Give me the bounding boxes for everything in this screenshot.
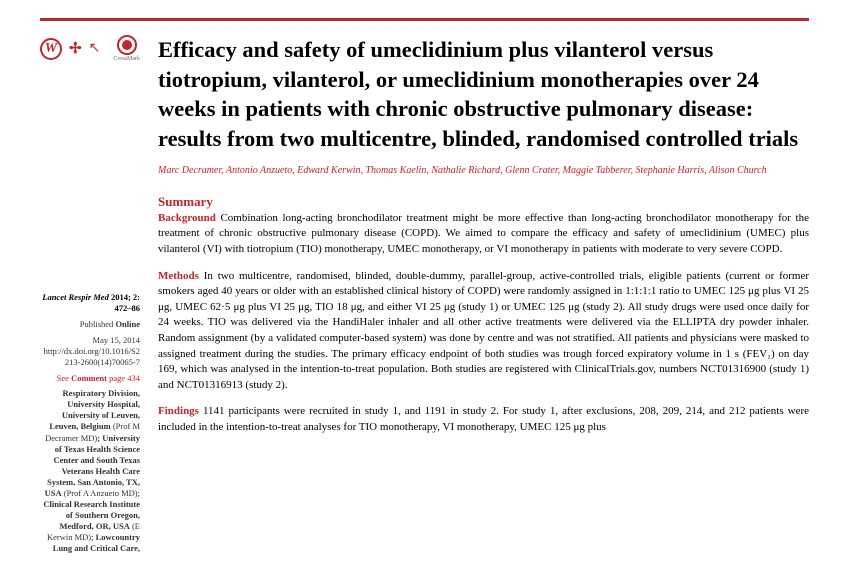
background-text: Combination long-acting bronchodilator t… xyxy=(158,212,809,255)
comment-page: page 434 xyxy=(107,373,140,383)
doi-link[interactable]: http://dx.doi.org/10.1016/S2213-2600(14)… xyxy=(40,346,140,368)
abstract-background: Background Combination long-acting bronc… xyxy=(158,211,809,258)
methods-text: In two multicentre, randomised, blinded,… xyxy=(158,270,809,391)
arrow-icon: ↖ xyxy=(89,40,101,57)
left-column: W ✢ ↖ CrossMark Lancet Respir Med 2014; … xyxy=(40,35,152,554)
journal-citation: Lancet Respir Med 2014; 2: 472–86 xyxy=(40,292,140,314)
see-comment[interactable]: See Comment page 434 xyxy=(40,373,140,384)
abstract-findings: Findings 1141 participants were recruite… xyxy=(158,404,809,435)
crossmark-icon xyxy=(117,35,137,55)
main-column: Efficacy and safety of umeclidinium plus… xyxy=(152,35,809,554)
comment-bold: Comment xyxy=(71,373,107,383)
header-icons: W ✢ ↖ CrossMark xyxy=(40,35,140,62)
abstract: Background Combination long-acting bronc… xyxy=(158,211,809,436)
published-online: Published Online xyxy=(40,319,140,330)
crossmark-badge[interactable]: CrossMark xyxy=(113,35,140,62)
affil-3: Clinical Research Institute of Southern … xyxy=(43,499,140,531)
journal-name: Lancet Respir Med xyxy=(42,292,109,302)
see-text: See xyxy=(57,373,71,383)
summary-heading: Summary xyxy=(158,194,809,210)
abstract-methods: Methods In two multicentre, randomised, … xyxy=(158,269,809,394)
findings-text: 1141 participants were recruited in stud… xyxy=(158,405,809,433)
journal-issue: 2014; 2: 472–86 xyxy=(109,292,140,313)
journal-badge-icon: W xyxy=(40,38,62,60)
plus-icon: ✢ xyxy=(69,39,82,58)
article-title: Efficacy and safety of umeclidinium plus… xyxy=(158,35,809,154)
affil-person-2: (Prof A Anzueto MD); xyxy=(64,488,140,498)
pub-date: May 15, 2014 xyxy=(40,335,140,346)
methods-label: Methods xyxy=(158,270,199,282)
background-label: Background xyxy=(158,212,216,224)
published-label: Published xyxy=(80,319,116,329)
author-list: Marc Decramer, Antonio Anzueto, Edward K… xyxy=(158,164,809,178)
affiliations: Respiratory Division, University Hospita… xyxy=(40,388,140,554)
page-container: W ✢ ↖ CrossMark Lancet Respir Med 2014; … xyxy=(0,21,849,554)
citation-block: Lancet Respir Med 2014; 2: 472–86 Publis… xyxy=(40,292,140,554)
online-bold: Online xyxy=(115,319,140,329)
findings-label: Findings xyxy=(158,405,199,417)
crossmark-label: CrossMark xyxy=(113,56,140,62)
